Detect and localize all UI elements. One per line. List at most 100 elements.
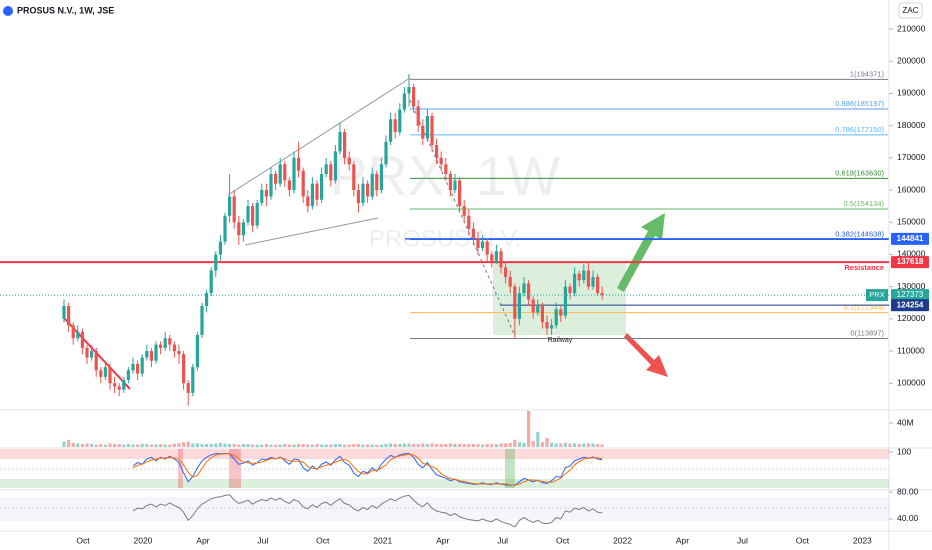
candle-body — [126, 370, 130, 381]
volume-bar — [439, 444, 443, 447]
volume-bar — [264, 444, 268, 447]
overbought-band — [0, 449, 889, 459]
candle-body — [71, 325, 75, 339]
candle-body — [416, 106, 420, 126]
volume-bar — [531, 441, 535, 447]
candle-body — [439, 157, 443, 165]
volume-bar — [513, 439, 517, 447]
volume-bar — [444, 444, 448, 447]
candle-body — [402, 93, 406, 110]
candle-body — [444, 164, 448, 174]
candle-body — [476, 238, 480, 249]
fib-label: 0.1(121944) — [844, 303, 885, 312]
x-tick-label: 2020 — [133, 535, 152, 545]
candle-body — [246, 206, 250, 223]
volume-bar — [131, 444, 135, 447]
volume-bar — [85, 443, 89, 447]
volume-bar — [108, 443, 112, 447]
volume-bar — [126, 444, 130, 447]
candle-body — [67, 305, 71, 326]
volume-bar — [586, 443, 590, 447]
volume-bar — [283, 444, 287, 447]
candle-body — [278, 164, 282, 184]
volume-bar — [214, 443, 218, 447]
volume-bar — [347, 444, 351, 447]
y-tick-label: 80.00 — [897, 486, 919, 496]
volume-bar — [476, 444, 480, 447]
candle-body — [85, 347, 89, 358]
volume-bar — [545, 438, 549, 447]
volume-bar — [228, 444, 232, 447]
volume-bar — [113, 444, 117, 447]
volume-bar — [90, 444, 94, 447]
candle-body — [292, 157, 296, 191]
volume-bar — [306, 444, 310, 447]
volume-bar — [481, 444, 485, 447]
volume-bar — [425, 444, 429, 447]
candle-body — [563, 286, 567, 316]
candle-body — [228, 196, 232, 216]
oversold-band — [0, 479, 889, 488]
candle-body — [260, 190, 264, 203]
candle-body — [94, 351, 98, 371]
symbol-box — [866, 289, 888, 302]
volume-bar — [315, 444, 319, 447]
x-tick-label: Apr — [436, 535, 449, 545]
candle-body — [209, 270, 213, 294]
candle-body — [269, 173, 273, 197]
candle-body — [159, 344, 163, 348]
candle-body — [421, 125, 425, 139]
level-upper-box — [891, 232, 929, 245]
candle-body — [582, 270, 586, 281]
candle-body — [274, 173, 278, 184]
candle-body — [232, 196, 236, 223]
volume-bar — [301, 444, 305, 447]
volume-bar — [458, 444, 462, 447]
volume-bar — [99, 444, 103, 447]
y-tick-label: 190000 — [897, 88, 926, 98]
volume-bar — [71, 442, 75, 447]
candle-body — [287, 180, 291, 191]
candle-body — [172, 344, 176, 352]
volume-bar — [490, 444, 494, 447]
candle-body — [136, 363, 140, 374]
volume-bar — [320, 444, 324, 447]
candle-body — [458, 180, 462, 207]
fib-label: 0(113897) — [850, 328, 884, 337]
volume-bar — [582, 443, 586, 447]
candle-body — [99, 370, 103, 377]
candle-body — [356, 190, 360, 203]
rsi-line — [132, 494, 603, 528]
annotation: Railway — [548, 337, 573, 344]
candle-body — [145, 351, 149, 358]
volume-bar — [269, 444, 273, 447]
volume-bar — [430, 443, 434, 447]
x-tick-label: 2021 — [373, 535, 392, 545]
candle-body — [297, 157, 301, 171]
volume-bar — [361, 444, 365, 447]
volume-bar — [292, 444, 296, 447]
candle-body — [310, 183, 314, 207]
candle-body — [481, 241, 485, 249]
candle-body — [283, 164, 287, 181]
candle-body — [425, 116, 429, 139]
candle-body — [108, 367, 112, 384]
candle-body — [596, 277, 600, 294]
volume-bar — [223, 443, 227, 447]
volume-bar — [448, 443, 452, 447]
volume-bar — [352, 444, 356, 447]
volume-bar — [209, 444, 213, 447]
x-tick-label: Oct — [76, 535, 90, 545]
volume-bar — [140, 444, 144, 447]
volume-bar — [80, 444, 84, 447]
candle-body — [195, 334, 199, 368]
candle-body — [163, 338, 167, 348]
candle-body — [407, 87, 411, 94]
resistance-label: Resistance — [844, 263, 884, 272]
volume-bar — [467, 444, 471, 447]
candle-body — [103, 367, 107, 377]
candle-body — [315, 183, 319, 200]
